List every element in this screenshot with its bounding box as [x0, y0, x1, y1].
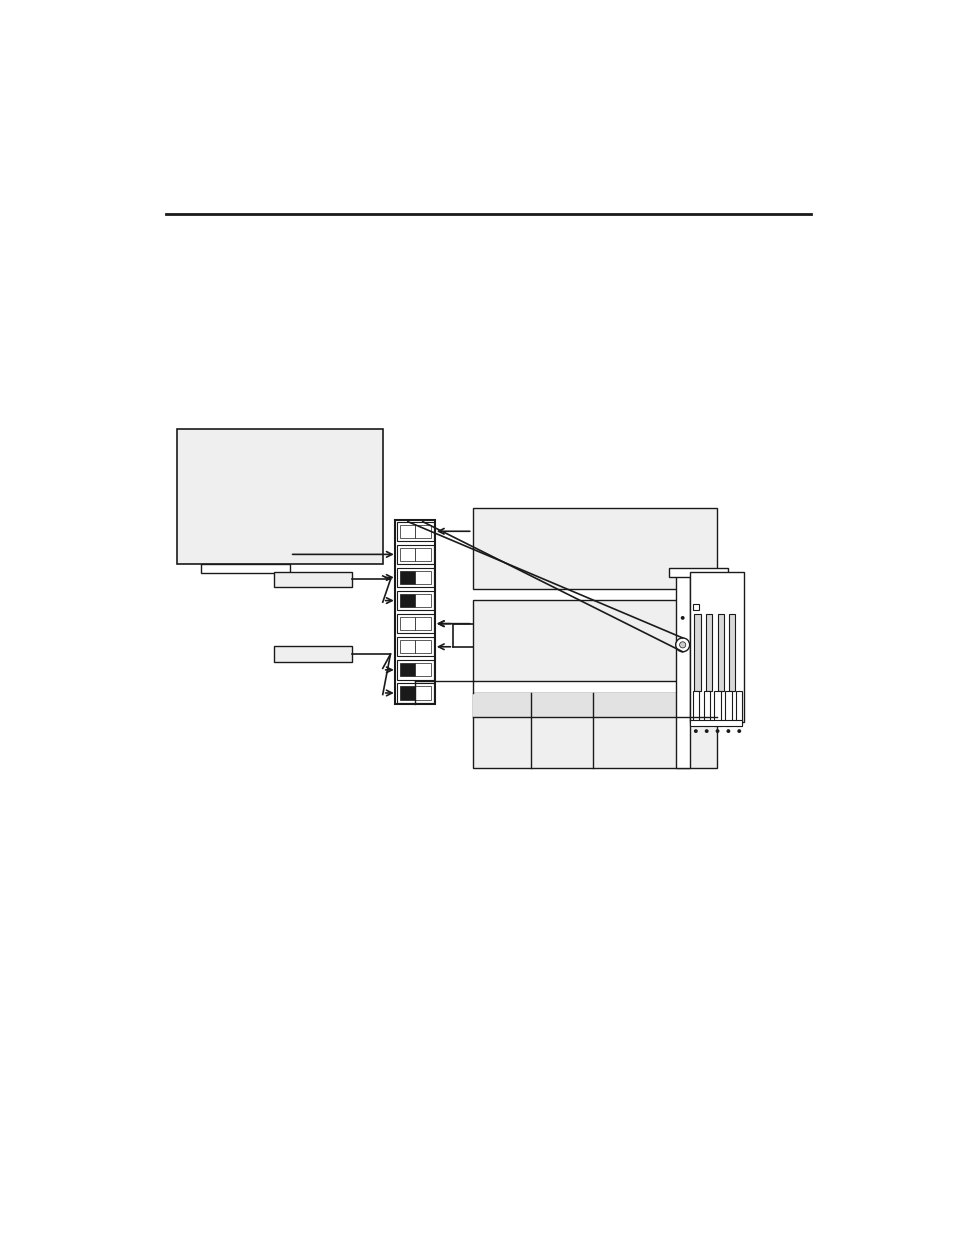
Circle shape — [737, 729, 740, 734]
Bar — [415, 548, 431, 561]
Bar — [274, 646, 352, 662]
Bar — [675, 572, 689, 768]
Bar — [399, 687, 415, 699]
Bar — [689, 572, 743, 721]
Bar — [728, 614, 735, 692]
Bar — [415, 594, 431, 608]
Circle shape — [675, 638, 689, 652]
Bar — [396, 614, 434, 634]
Bar — [396, 637, 434, 656]
Circle shape — [704, 729, 708, 734]
Bar — [415, 687, 431, 699]
Bar — [669, 568, 727, 577]
Circle shape — [680, 616, 684, 620]
Bar — [717, 614, 723, 692]
Circle shape — [693, 729, 697, 734]
Bar — [415, 618, 431, 630]
Bar — [396, 568, 434, 587]
Bar — [705, 614, 711, 692]
Bar — [714, 692, 720, 726]
Bar — [736, 692, 741, 726]
Bar — [396, 592, 434, 610]
Bar — [399, 594, 415, 608]
Bar — [399, 571, 415, 584]
Bar — [692, 604, 699, 610]
Bar — [415, 663, 431, 677]
Bar — [399, 663, 415, 677]
Bar — [415, 571, 431, 584]
Bar — [274, 572, 352, 587]
Bar — [396, 545, 434, 564]
Bar — [703, 692, 709, 726]
Bar — [472, 600, 716, 680]
Bar — [399, 548, 415, 561]
Bar — [692, 692, 699, 726]
Bar — [724, 692, 731, 726]
Circle shape — [725, 729, 730, 734]
Bar — [395, 520, 435, 704]
Bar — [396, 683, 434, 703]
Bar — [399, 525, 415, 537]
Bar — [200, 564, 290, 573]
Circle shape — [715, 729, 719, 734]
Bar — [177, 430, 382, 564]
Bar — [415, 640, 431, 653]
Bar — [415, 525, 431, 537]
Bar — [472, 508, 716, 589]
Bar — [472, 693, 716, 718]
Bar — [472, 693, 716, 768]
Bar — [689, 720, 741, 726]
Bar — [396, 521, 434, 541]
Bar — [399, 640, 415, 653]
Circle shape — [679, 642, 685, 648]
Bar — [396, 661, 434, 679]
Bar — [399, 618, 415, 630]
Bar — [694, 614, 700, 692]
